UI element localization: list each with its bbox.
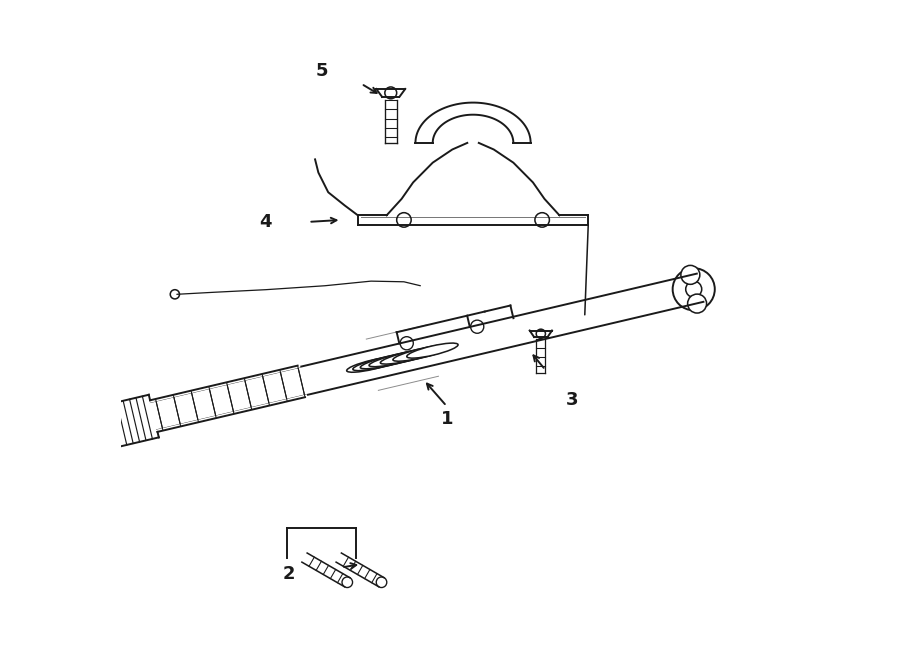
- Text: 5: 5: [315, 61, 328, 79]
- Ellipse shape: [105, 405, 112, 449]
- Ellipse shape: [360, 351, 425, 369]
- Ellipse shape: [381, 346, 445, 364]
- Ellipse shape: [393, 344, 452, 361]
- Text: 3: 3: [565, 391, 578, 408]
- Ellipse shape: [353, 354, 412, 371]
- Text: 2: 2: [283, 565, 295, 583]
- Circle shape: [681, 265, 700, 284]
- Circle shape: [672, 268, 715, 310]
- Ellipse shape: [369, 348, 436, 367]
- Circle shape: [688, 294, 706, 313]
- Ellipse shape: [407, 343, 458, 358]
- Ellipse shape: [346, 357, 398, 372]
- Text: 4: 4: [259, 213, 272, 231]
- Text: 1: 1: [440, 410, 453, 428]
